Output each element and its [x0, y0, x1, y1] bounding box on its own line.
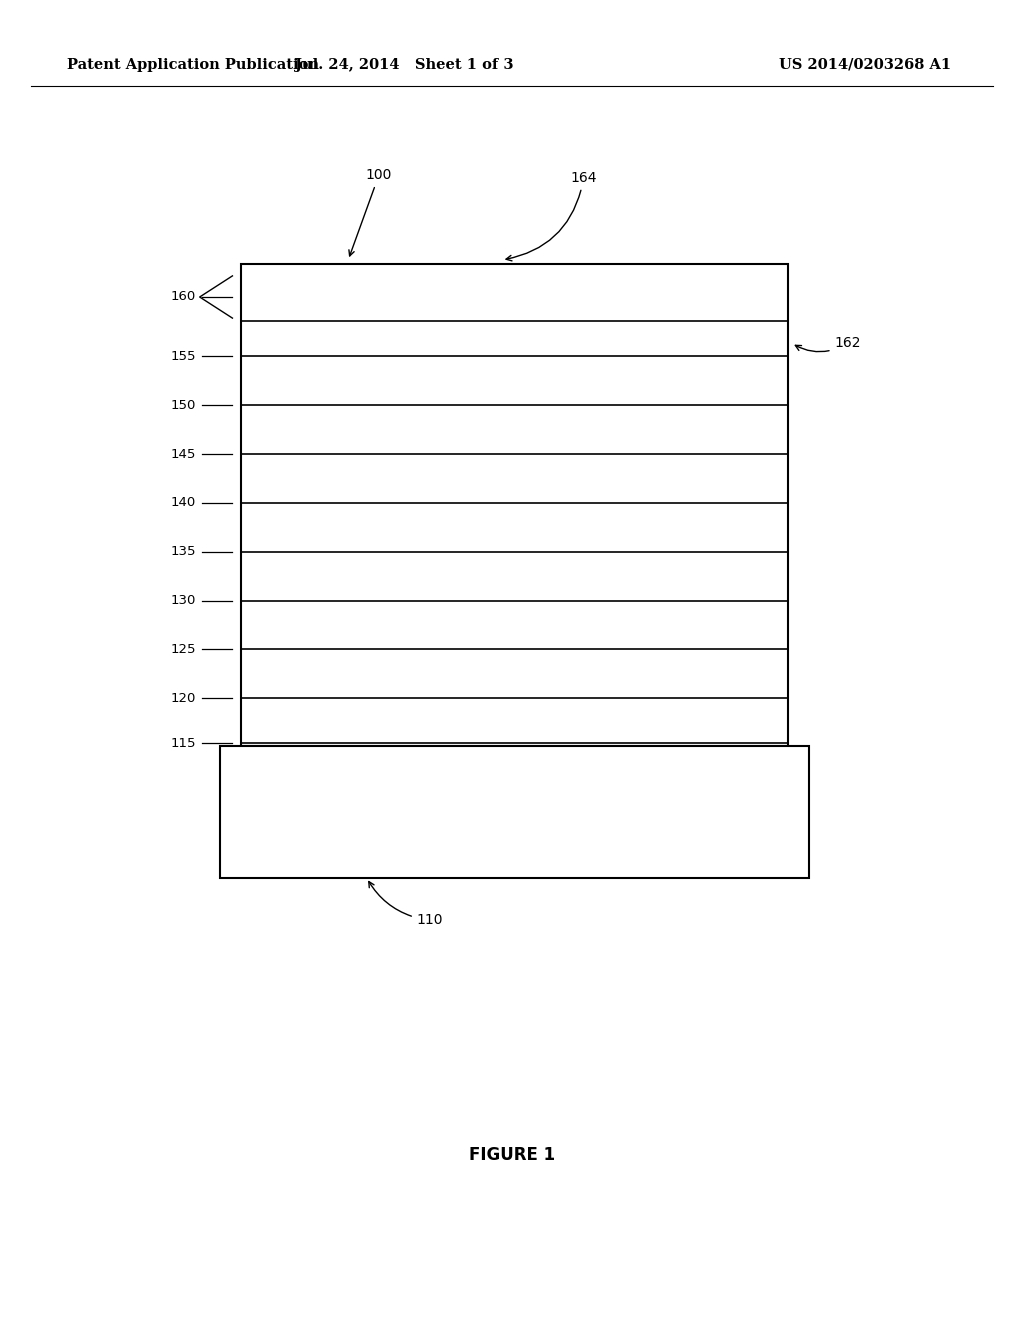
Text: 100: 100 — [349, 168, 392, 256]
Text: 164: 164 — [506, 170, 597, 261]
Text: 130: 130 — [170, 594, 196, 607]
Text: 135: 135 — [170, 545, 196, 558]
Text: 155: 155 — [170, 350, 196, 363]
Bar — [220, 746, 809, 878]
Text: US 2014/0203268 A1: US 2014/0203268 A1 — [779, 58, 951, 71]
Text: 125: 125 — [170, 643, 196, 656]
Text: 120: 120 — [170, 692, 196, 705]
Bar — [241, 264, 788, 746]
Text: 140: 140 — [170, 496, 196, 510]
Text: 145: 145 — [170, 447, 196, 461]
Text: Jul. 24, 2014   Sheet 1 of 3: Jul. 24, 2014 Sheet 1 of 3 — [295, 58, 514, 71]
Text: 162: 162 — [796, 337, 861, 351]
Text: 160: 160 — [170, 290, 196, 304]
Text: FIGURE 1: FIGURE 1 — [469, 1146, 555, 1164]
Text: 115: 115 — [170, 737, 196, 750]
Text: 150: 150 — [170, 399, 196, 412]
Text: Patent Application Publication: Patent Application Publication — [67, 58, 318, 71]
Text: 110: 110 — [369, 882, 443, 928]
